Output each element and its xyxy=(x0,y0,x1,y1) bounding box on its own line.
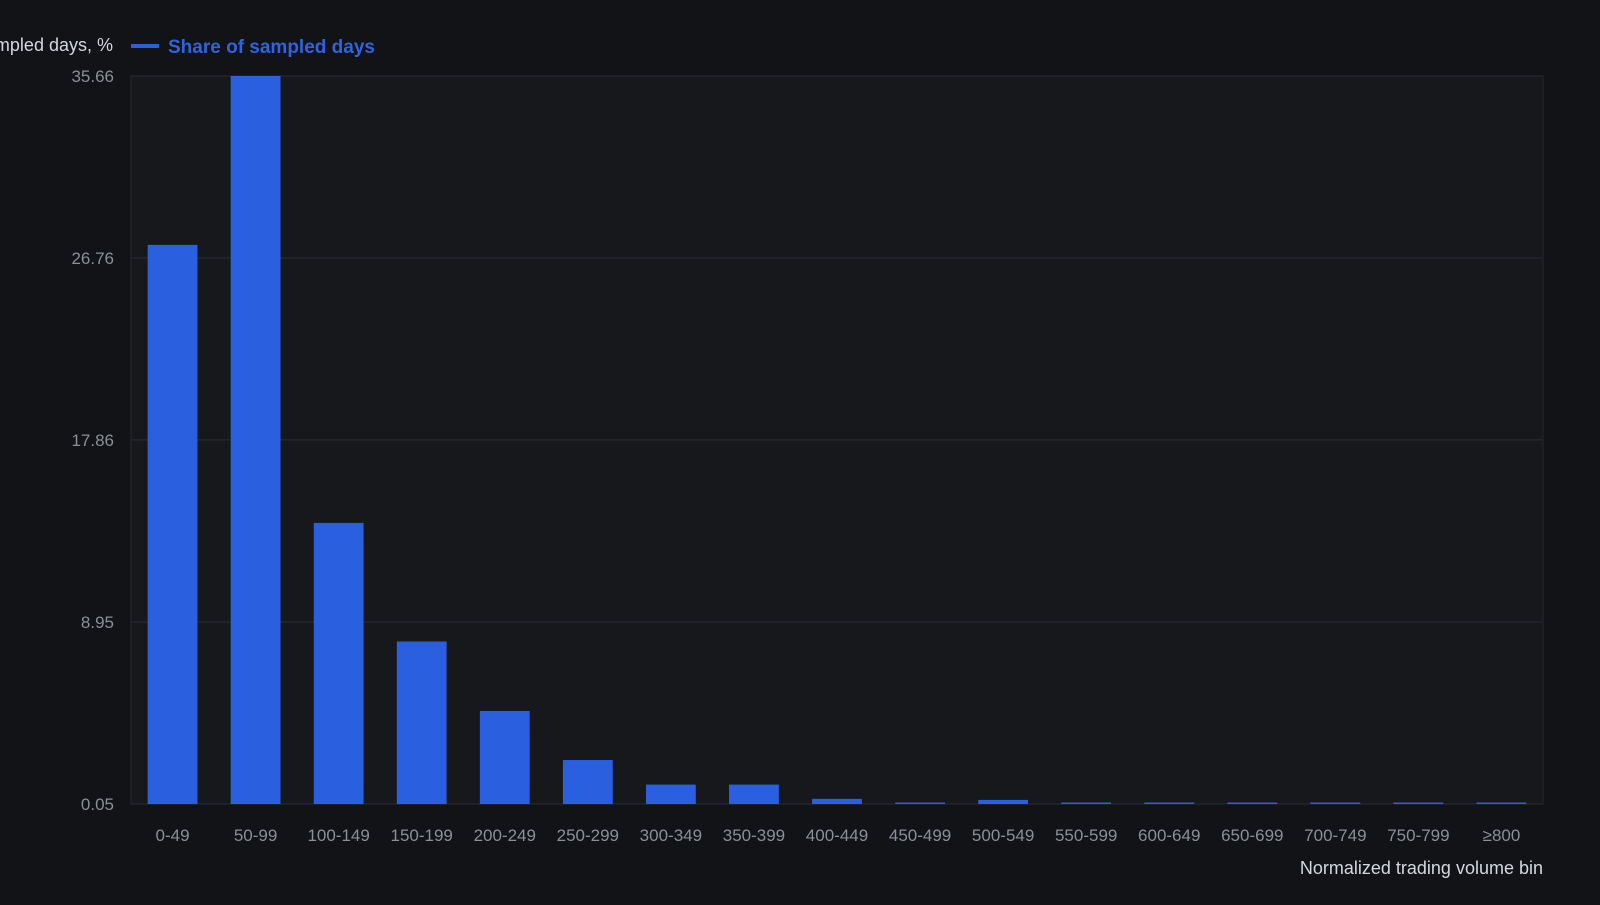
x-tick-label: 350-399 xyxy=(723,826,785,845)
x-tick-label: 150-199 xyxy=(391,826,453,845)
bar-16[interactable] xyxy=(1476,802,1527,805)
legend[interactable]: Share of sampled days xyxy=(131,37,375,58)
grid-lines xyxy=(131,75,1543,805)
bar-10[interactable] xyxy=(978,799,1029,804)
x-axis-label: Normalized trading volume bin xyxy=(1300,858,1543,878)
y-tick-label: 0.05 xyxy=(81,795,114,814)
bar-0[interactable] xyxy=(147,244,198,804)
x-axis-ticks: 0-49 50-99 100-149 150-199 200-249 250-299 300… xyxy=(156,826,1521,845)
bar-4[interactable] xyxy=(479,710,530,804)
y-tick-label: 8.95 xyxy=(81,613,114,632)
bar-9[interactable] xyxy=(895,802,945,805)
x-tick-label: 700-749 xyxy=(1304,826,1366,845)
bar-2[interactable] xyxy=(313,522,364,804)
bar-1[interactable] xyxy=(230,76,281,804)
bar-14[interactable] xyxy=(1310,802,1361,805)
bar-11[interactable] xyxy=(1061,802,1112,805)
x-tick-label: 750-799 xyxy=(1387,826,1449,845)
legend-label: Share of sampled days xyxy=(168,37,375,58)
x-tick-label: 450-499 xyxy=(889,826,951,845)
y-tick-label: 26.76 xyxy=(71,249,114,268)
x-tick-label: 500-549 xyxy=(972,826,1034,845)
bar-13[interactable] xyxy=(1227,802,1278,805)
y-axis-ticks: 0.05 8.95 17.86 26.76 35.66 xyxy=(71,67,114,814)
bar-5[interactable] xyxy=(562,760,613,804)
x-tick-label: 200-249 xyxy=(474,826,536,845)
x-tick-label: 300-349 xyxy=(640,826,702,845)
y-tick-label: 35.66 xyxy=(71,67,114,86)
y-tick-label: 17.86 xyxy=(71,431,114,450)
bar-6[interactable] xyxy=(645,784,696,804)
bar-12[interactable] xyxy=(1144,802,1195,805)
bar-7[interactable] xyxy=(729,784,779,804)
bars xyxy=(147,76,1527,805)
x-tick-label: 50-99 xyxy=(234,826,277,845)
x-tick-label: 400-449 xyxy=(806,826,868,845)
x-tick-label: ≥800 xyxy=(1483,826,1521,845)
x-tick-label: 550-599 xyxy=(1055,826,1117,845)
bar-15[interactable] xyxy=(1393,802,1444,805)
bar-3[interactable] xyxy=(396,641,447,804)
x-tick-label: 0-49 xyxy=(156,826,190,845)
x-tick-label: 650-699 xyxy=(1221,826,1283,845)
y-axis-label: Share of sampled days, % xyxy=(0,35,113,55)
x-tick-label: 100-149 xyxy=(307,826,369,845)
x-tick-label: 600-649 xyxy=(1138,826,1200,845)
x-tick-label: 250-299 xyxy=(557,826,619,845)
bar-8[interactable] xyxy=(812,798,862,804)
